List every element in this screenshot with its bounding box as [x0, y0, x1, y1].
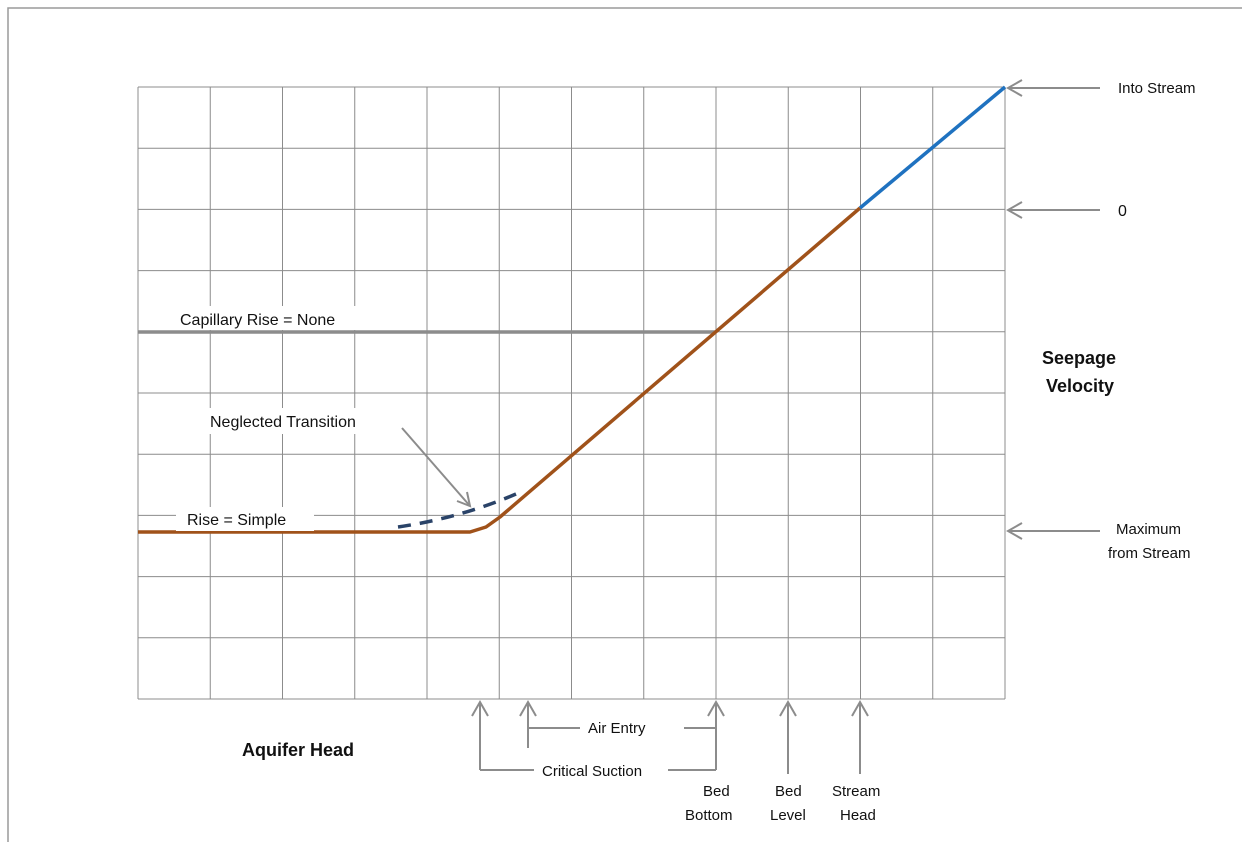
- annotation-arrows: [401, 79, 1100, 774]
- bed-level-label-line2: Level: [770, 807, 806, 824]
- into-stream-line: [858, 85, 1007, 210]
- capillary-label-bg: [172, 306, 372, 330]
- neglected-transition-label: Neglected Transition: [210, 414, 356, 431]
- grid: [137, 86, 1006, 700]
- neglected-transition-dashed-curve: [397, 492, 517, 529]
- y-axis-title-line2: Velocity: [1046, 376, 1114, 396]
- arrow-leader-line: [401, 427, 471, 507]
- arrow-up-icon: [851, 699, 869, 717]
- arrow-left-icon: [1005, 522, 1023, 540]
- arrow-up-icon: [471, 699, 489, 717]
- arrow-down-right-icon: [456, 491, 472, 508]
- zero-label: 0: [1118, 203, 1127, 220]
- figure-frame: [7, 7, 1242, 842]
- stream-head-label-line1: Stream: [832, 783, 880, 800]
- capillary-none-label: Capillary Rise = None: [180, 312, 335, 329]
- rise-simple-curve: [138, 206, 862, 534]
- rise-simple-label-bg: [176, 507, 314, 531]
- arrow-up-icon: [779, 699, 797, 717]
- stream-head-label-line2: Head: [840, 807, 876, 824]
- critical-suction-label: Critical Suction: [542, 763, 642, 780]
- rise-simple-label: Rise = Simple: [187, 512, 286, 529]
- arrow-left-icon: [1005, 201, 1023, 219]
- arrow-up-icon: [519, 699, 537, 717]
- maximum-from-stream-line1: Maximum: [1116, 521, 1181, 538]
- arrow-up-icon: [707, 699, 725, 717]
- y-axis-title-line1: Seepage: [1042, 348, 1116, 368]
- maximum-from-stream-line2: from Stream: [1108, 545, 1191, 562]
- neglected-label-bg: [202, 408, 398, 434]
- x-axis-title: Aquifer Head: [242, 740, 354, 760]
- bed-level-label-line1: Bed: [775, 783, 802, 800]
- bed-bottom-label-line1: Bed: [703, 783, 730, 800]
- bed-bottom-label-line2: Bottom: [685, 807, 733, 824]
- air-entry-label: Air Entry: [588, 720, 646, 737]
- into-stream-label: Into Stream: [1118, 80, 1196, 97]
- arrow-left-icon: [1005, 79, 1023, 97]
